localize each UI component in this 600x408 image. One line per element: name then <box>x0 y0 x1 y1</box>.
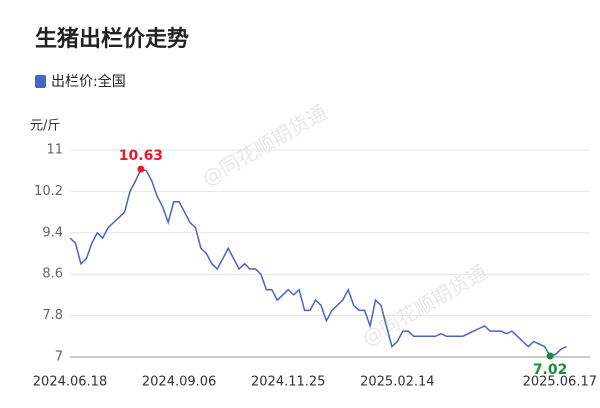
y-tick-label: 10.2 <box>34 184 63 199</box>
y-tick-label: 8.6 <box>42 267 63 282</box>
annotation-label: 10.63 <box>119 148 163 164</box>
legend-label: 出栏价:全国 <box>51 73 126 90</box>
watermark: @同花顺期货通 <box>198 100 331 191</box>
y-axis-label: 元/斤 <box>30 119 60 134</box>
chart-title: 生猪出栏价走势 <box>35 26 189 52</box>
series-line <box>69 168 567 357</box>
annotation-label: 7.02 <box>533 362 568 378</box>
x-tick-label: 2025.02.14 <box>360 375 434 390</box>
x-tick-label: 2024.06.18 <box>33 375 107 390</box>
y-tick-label: 7.8 <box>42 308 63 323</box>
y-tick-label: 7 <box>55 350 63 365</box>
y-tick-label: 9.4 <box>42 225 63 240</box>
y-tick-label: 11 <box>46 143 63 158</box>
x-tick-label: 2024.11.25 <box>251 375 325 390</box>
legend-swatch <box>35 75 46 88</box>
x-tick-label: 2025.06.17 <box>523 375 597 390</box>
annotation-dot <box>137 165 145 173</box>
watermark: @同花顺期货通 <box>358 260 491 351</box>
annotation-dot <box>546 352 554 360</box>
x-tick-label: 2024.09.06 <box>142 375 216 390</box>
